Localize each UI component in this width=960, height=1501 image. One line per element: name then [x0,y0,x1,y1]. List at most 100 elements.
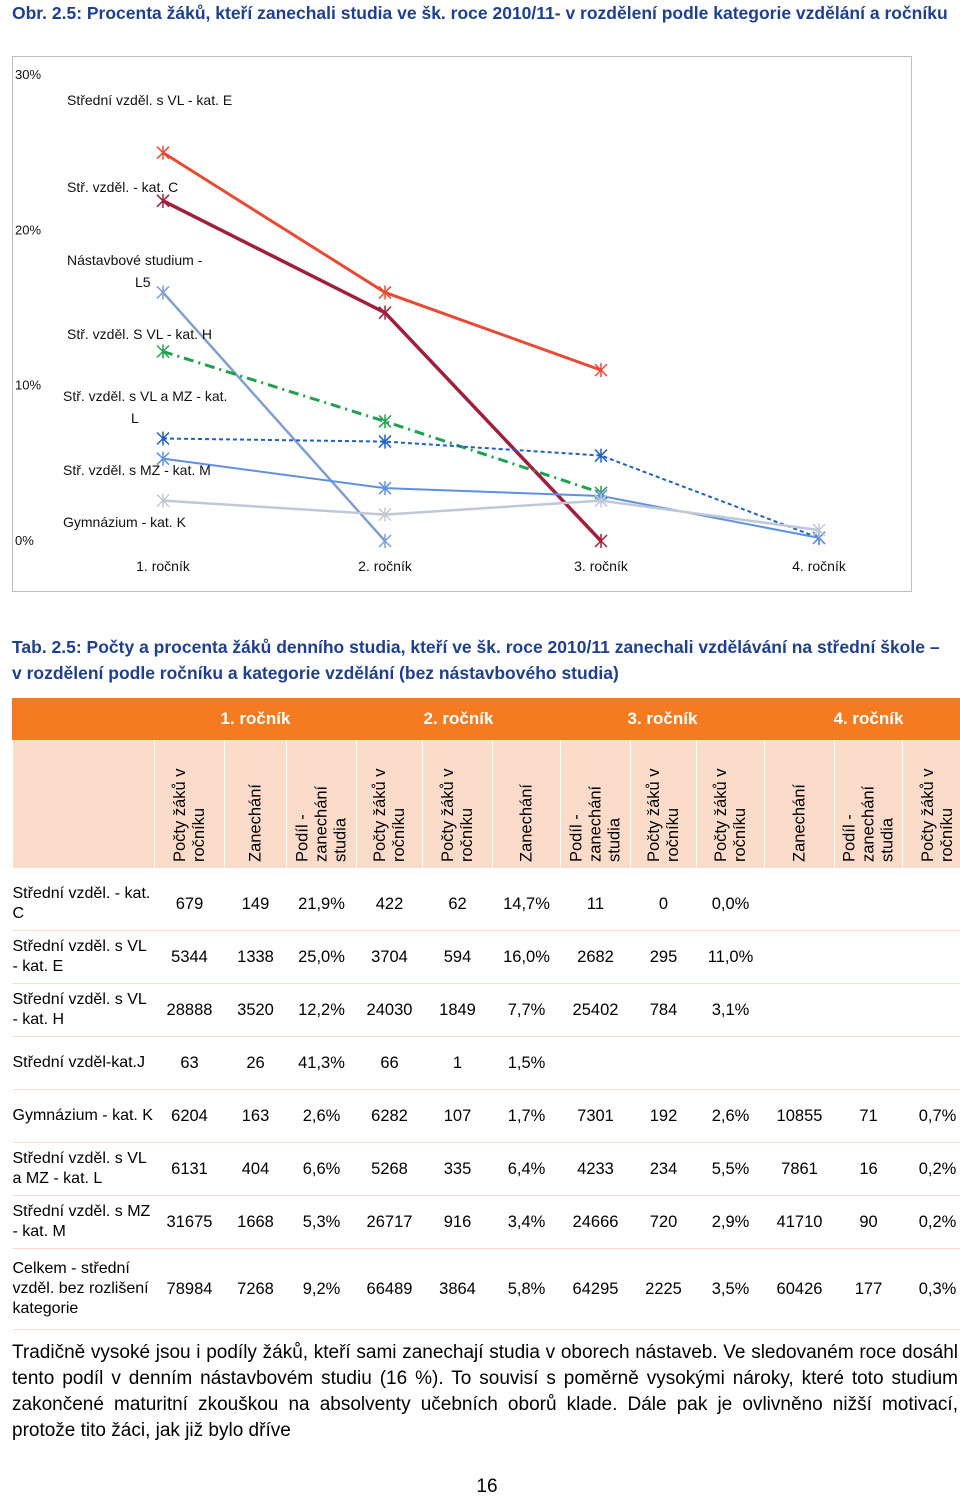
data-point [156,145,170,160]
data-point [378,285,392,300]
table-cell [560,1036,631,1090]
data-point [156,493,170,508]
data-point [594,448,608,463]
table-cell: 6,6% [286,1142,357,1196]
column-subheader: Počty žáků v ročníku [154,739,225,868]
column-subheader: Počty žáků v ročníku [356,739,423,868]
data-point [378,481,392,496]
table-cell: 404 [224,1142,287,1196]
table-row: Střední vzděl. s VL a MZ - kat. L 6131 404… [12,1142,960,1196]
column-subheader: Zanechání [224,739,287,868]
table-cell: 295 [630,930,697,984]
x-tick-label: 1. ročník [136,558,191,574]
row-category: Celkem - střední vzděl. bez rozlišení ka… [12,1248,155,1330]
table-cell: 679 [154,878,225,931]
table-cell [834,930,903,984]
table-cell: 24666 [560,1195,631,1249]
table-cell: 1338 [224,930,287,984]
table-row: Celkem - střední vzděl. bez rozlišení ka… [12,1248,960,1330]
column-subheader: Počty žáků v ročníku [422,739,493,868]
dropout-table: 1. ročník 2. ročník 3. ročník 4. ročník … [12,698,960,1330]
table-cell: 7301 [560,1089,631,1143]
series-label: Gymnázium - kat. K [63,514,187,530]
table-cell: 14,7% [492,878,561,931]
year-header-row: 1. ročník 2. ročník 3. ročník 4. ročník [12,698,960,740]
series-label: Stř. vzděl. S VL - kat. H [67,326,212,342]
table-cell: 1,5% [492,1036,561,1090]
series-line [162,291,386,542]
column-subheader-label: Počty žáků v ročníku [918,768,956,862]
table-cell: 0,7% [902,1089,960,1143]
table-cell: 720 [630,1195,697,1249]
table-row: Gymnázium - kat. K 6204 163 2,6% 6282 107 1,7%… [12,1089,960,1143]
table-cell [764,1036,835,1090]
row-separator [13,868,960,878]
table-cell [630,1036,697,1090]
table-row: Střední vzděl. s MZ - kat. M 31675 1668 5,3… [12,1195,960,1249]
data-point [378,434,392,449]
table-cell: 26717 [356,1195,423,1249]
table-cell: 4233 [560,1142,631,1196]
column-subheader-label: Zanechání [517,784,535,862]
row-category: Gymnázium - kat. K [12,1089,155,1143]
body-paragraph: Tradičně vysoké jsou i podíly žáků, kteř… [12,1342,958,1441]
row-category: Střední vzděl. s VL a MZ - kat. L [12,1142,155,1196]
table-cell: 3520 [224,983,287,1037]
table-cell: 1 [422,1036,493,1090]
data-point [156,344,170,359]
table-cell: 2682 [560,930,631,984]
table-cell: 5268 [356,1142,423,1196]
table-cell: 6,4% [492,1142,561,1196]
header-blank [12,698,155,740]
page-number: 16 [476,1476,498,1497]
table-cell: 71 [834,1089,903,1143]
table-cell: 6282 [356,1089,423,1143]
data-point [594,493,608,508]
data-point [594,363,608,378]
row-category: Střední vzděl. s VL - kat. E [12,930,155,984]
table-cell: 11 [560,878,631,931]
table-cell [834,1036,903,1090]
row-category: Střední vzděl-kat.J [12,1036,155,1090]
table-cell: 192 [630,1089,697,1143]
y-tick-label: 30% [15,67,41,82]
table-cell: 0,0% [696,878,765,931]
series-line [162,437,820,539]
y-tick-label: 10% [15,378,41,393]
table-cell: 234 [630,1142,697,1196]
row-category: Střední vzděl. - kat. C [12,878,155,931]
table-cell: 60426 [764,1248,835,1330]
table-cell: 0,2% [902,1195,960,1249]
table-cell [902,983,960,1037]
table-cell [902,878,960,931]
column-subheader: Zanechání [492,739,561,868]
table-cell: 21,9% [286,878,357,931]
table-cell: 64295 [560,1248,631,1330]
data-point [812,523,826,538]
year-header: 1. ročník [154,698,357,740]
table-cell: 25,0% [286,930,357,984]
table-row: Střední vzděl-kat.J 63 26 41,3% 66 1 1,5% [12,1036,960,1090]
column-subheader-label: Počty žáků v ročníku [170,768,208,862]
table-cell [764,983,835,1037]
table-cell: 2,6% [696,1089,765,1143]
subheader-blank [12,739,155,868]
series-label: Stř. vzděl. - kat. C [67,179,178,195]
table-cell [764,930,835,984]
table-cell: 6131 [154,1142,225,1196]
table-cell: 7861 [764,1142,835,1196]
table-cell: 335 [422,1142,493,1196]
series-label: Nástavbové studium -L5 [67,252,203,290]
table-cell: 5,5% [696,1142,765,1196]
table-cell: 7268 [224,1248,287,1330]
series-label: Stř. vzděl. s VL a MZ - kat. L [63,388,227,426]
table-cell: 90 [834,1195,903,1249]
table-cell: 163 [224,1089,287,1143]
table-cell: 66489 [356,1248,423,1330]
table-row: Střední vzděl. s VL - kat. E 5344 1338 25,0… [12,930,960,984]
column-subheader: Podíl - zanechání studia [834,739,903,868]
table-cell [902,1036,960,1090]
column-subheader: Podíl - zanechání studia [560,739,631,868]
series-line [162,499,820,532]
table-cell: 0,3% [902,1248,960,1330]
